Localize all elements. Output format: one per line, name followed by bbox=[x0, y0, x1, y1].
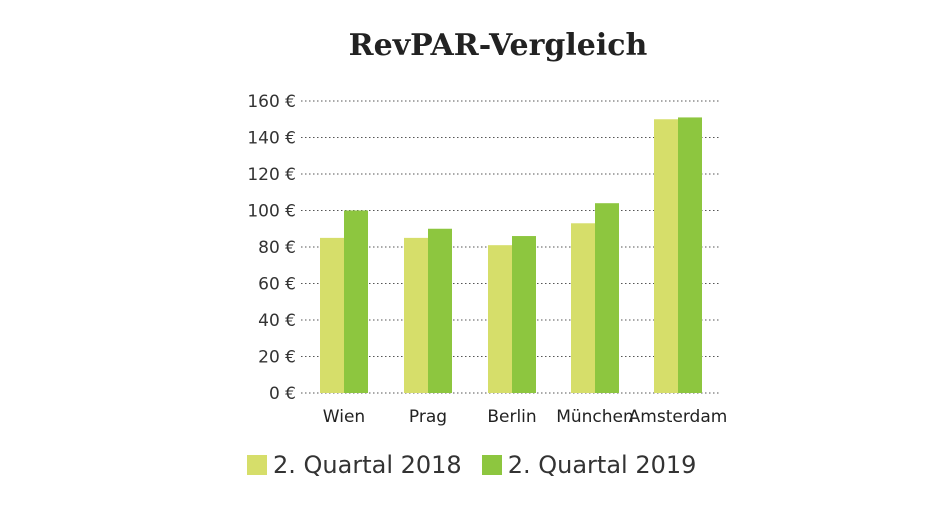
bar bbox=[571, 223, 595, 393]
legend-label-2018: 2. Quartal 2018 bbox=[273, 451, 462, 479]
bar bbox=[512, 236, 536, 393]
bar bbox=[654, 119, 678, 393]
bar bbox=[404, 237, 428, 393]
bar bbox=[320, 237, 344, 393]
bar bbox=[595, 203, 619, 393]
y-tick-label: 80 € bbox=[258, 238, 296, 258]
y-tick-label: 140 € bbox=[247, 129, 296, 149]
bar bbox=[678, 117, 702, 394]
legend-item-2018: 2. Quartal 2018 bbox=[247, 451, 462, 479]
legend: 2. Quartal 2018 2. Quartal 2019 bbox=[247, 451, 716, 479]
x-tick-label: Prag bbox=[409, 407, 447, 427]
y-tick-label: 60 € bbox=[258, 275, 296, 295]
y-tick-label: 20 € bbox=[258, 348, 296, 368]
legend-swatch-2019 bbox=[481, 455, 502, 475]
bar bbox=[344, 210, 368, 393]
y-tick-label: 120 € bbox=[247, 165, 296, 185]
y-tick-label: 160 € bbox=[247, 92, 296, 112]
x-tick-label: Berlin bbox=[487, 407, 536, 427]
bar bbox=[428, 228, 452, 393]
x-tick-label: Amsterdam bbox=[629, 407, 728, 427]
x-tick-label: Wien bbox=[323, 407, 365, 427]
legend-swatch-2018 bbox=[247, 455, 267, 475]
x-tick-label: München bbox=[556, 407, 634, 427]
legend-label-2019: 2. Quartal 2019 bbox=[507, 451, 697, 479]
y-tick-label: 100 € bbox=[247, 202, 296, 222]
chart-title: RevPAR-Vergleich bbox=[348, 28, 648, 63]
bar bbox=[488, 245, 512, 393]
y-tick-label: 0 € bbox=[269, 384, 296, 404]
y-tick-label: 40 € bbox=[258, 311, 296, 331]
legend-item-2019: 2. Quartal 2019 bbox=[481, 451, 697, 479]
